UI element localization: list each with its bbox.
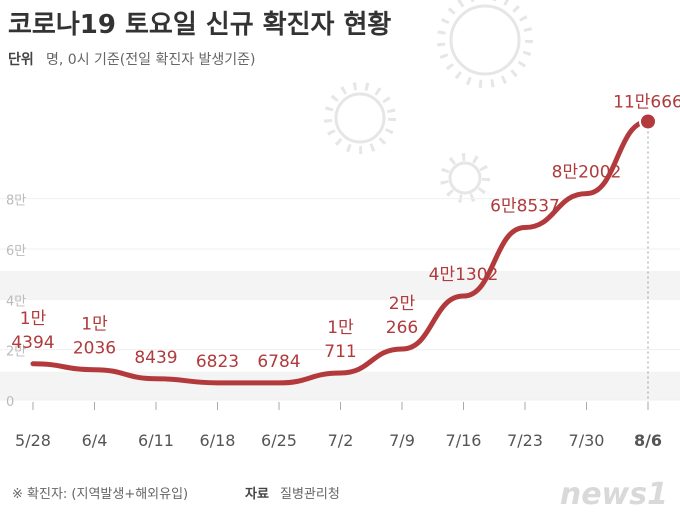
value-label: 6만8537 [490, 197, 560, 217]
y-tick-label: 4만 [6, 294, 26, 309]
value-label: 8만2002 [552, 163, 622, 183]
x-tick-label: 6/11 [138, 431, 174, 450]
logo: news1 [560, 477, 668, 512]
source-label: 자료 [245, 487, 269, 502]
chart-title: 코로나19 토요일 신규 확진자 현황 [8, 10, 391, 40]
value-label: 2만 266 [386, 294, 418, 338]
value-label: 6784 [257, 352, 300, 372]
x-tick-label: 7/16 [446, 431, 482, 450]
virus-decoration [324, 0, 533, 203]
value-label: 1만 2036 [73, 315, 116, 359]
value-label: 6823 [196, 352, 239, 372]
x-tick-label: 7/23 [507, 431, 543, 450]
y-tick-label: 8만 [6, 194, 26, 209]
subtitle: 명, 0시 기준(전일 확진자 발생기준) [46, 52, 256, 68]
y-tick-label: 6만 [6, 244, 26, 259]
value-label: 4만1302 [429, 265, 499, 285]
source: 질병관리청 [280, 487, 340, 502]
value-label: 1만 711 [324, 318, 356, 362]
x-tick-label: 5/28 [15, 431, 51, 450]
x-tick-label: 6/25 [261, 431, 297, 450]
footer-note: ※ 확진자: (지역발생+해외유입) [12, 487, 188, 502]
subtitle-label: 단위 [8, 51, 34, 68]
value-label: 11만666 [613, 92, 680, 112]
x-tick-label: 8/6 [634, 431, 662, 450]
line [30, 118, 651, 386]
x-tick-label: 6/4 [82, 431, 108, 450]
y-tick-label: 2만 [6, 345, 26, 360]
end-marker [639, 112, 657, 131]
x-tick-label: 7/2 [328, 431, 354, 450]
grid-band [0, 371, 680, 400]
value-label: 8439 [134, 348, 177, 368]
value-label: 1만 4394 [11, 309, 54, 353]
x-tick-label: 7/30 [569, 431, 605, 450]
x-tick-label: 7/9 [389, 431, 415, 450]
y-tick-label: 0 [6, 395, 14, 410]
grid-band [0, 271, 680, 300]
x-tick-label: 6/18 [200, 431, 236, 450]
